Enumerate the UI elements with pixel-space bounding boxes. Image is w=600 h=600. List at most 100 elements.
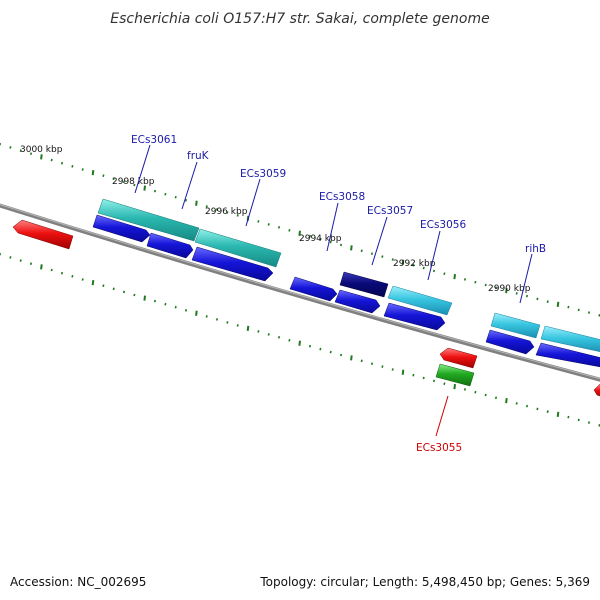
minor-tick [567, 305, 570, 309]
blue-cds[interactable] [146, 232, 194, 259]
minor-tick [29, 262, 33, 266]
gene-label-ecs3057[interactable]: ECs3057 [367, 205, 413, 217]
major-tick [143, 185, 146, 191]
navy-cds[interactable] [339, 271, 389, 298]
gene-label-fruk[interactable]: fruK [187, 150, 210, 162]
minor-tick [370, 362, 374, 366]
blue-cds[interactable] [289, 276, 338, 302]
gene-label-rihb[interactable]: rihB [525, 243, 546, 255]
minor-tick [164, 192, 167, 196]
tick-label: 2990 kbp [488, 284, 531, 294]
minor-tick [133, 183, 136, 187]
minor-tick [474, 390, 477, 394]
minor-tick [443, 272, 446, 276]
genome-backbone [0, 203, 600, 382]
minor-tick [463, 278, 467, 281]
gene-label-ecs3056[interactable]: ECs3056 [420, 219, 466, 231]
gene-label-ecs3055[interactable]: ECs3055 [416, 442, 462, 454]
major-tick [298, 340, 301, 346]
minor-tick [525, 404, 529, 408]
cyan-feature[interactable] [490, 312, 541, 339]
red-feature[interactable] [12, 219, 74, 250]
minor-tick [587, 421, 591, 424]
minor-tick [60, 161, 64, 165]
gene-label-ecs3061[interactable]: ECs3061 [131, 134, 177, 146]
minor-tick [546, 300, 549, 304]
major-tick [40, 264, 43, 270]
blue-cds[interactable] [535, 342, 600, 368]
minor-tick [567, 415, 570, 419]
minor-tick [391, 258, 394, 261]
minor-tick [226, 211, 229, 214]
minor-tick [122, 180, 126, 184]
minor-tick [257, 220, 260, 223]
minor-tick [308, 234, 312, 238]
accession-label: Accession: NC_002695 [10, 575, 146, 589]
blue-cds[interactable] [334, 289, 381, 314]
green-feature[interactable] [435, 363, 475, 387]
major-tick [40, 154, 43, 160]
minor-tick [432, 269, 436, 273]
minor-tick [133, 293, 136, 297]
minor-tick [19, 149, 22, 152]
tick-label: 2996 kbp [205, 207, 248, 217]
minor-tick [153, 299, 157, 303]
minor-tick [391, 368, 394, 371]
tick-label: 2994 kbp [299, 234, 342, 244]
blue-cds[interactable] [92, 214, 151, 243]
cyan-feature[interactable] [387, 285, 453, 316]
teal-feature[interactable] [194, 228, 282, 268]
major-tick [505, 287, 508, 294]
minor-tick [71, 274, 74, 278]
teal-feature[interactable] [97, 198, 200, 242]
gene-label-ecs3058[interactable]: ECs3058 [319, 191, 365, 203]
red-feature[interactable] [439, 347, 478, 369]
major-tick [298, 230, 301, 236]
feature-row-outer [97, 198, 600, 353]
major-tick [91, 279, 95, 286]
minor-tick [50, 158, 53, 162]
minor-tick [60, 271, 64, 275]
minor-tick [319, 237, 322, 241]
minor-tick [360, 359, 363, 363]
minor-tick [381, 365, 384, 368]
cyan-feature[interactable] [540, 325, 600, 353]
minor-tick [494, 396, 498, 400]
minor-tick [267, 333, 270, 336]
minor-tick [587, 311, 591, 314]
genome-summary: Topology: circular; Length: 5,498,450 bp… [259, 575, 590, 589]
major-tick [401, 259, 405, 265]
gene-label-ecs3059[interactable]: ECs3059 [240, 168, 286, 180]
blue-cds[interactable] [485, 329, 535, 355]
major-tick [195, 200, 198, 206]
minor-tick [267, 223, 270, 226]
minor-tick [9, 256, 12, 259]
minor-tick [102, 284, 105, 288]
minor-tick [422, 266, 425, 270]
minor-tick [153, 189, 157, 193]
minor-tick [339, 353, 343, 357]
minor-tick [236, 214, 239, 217]
minor-tick [277, 335, 281, 339]
minor-tick [174, 305, 177, 309]
red-feature[interactable] [593, 383, 600, 398]
minor-tick [577, 418, 580, 422]
major-tick [401, 369, 405, 375]
major-tick [91, 169, 95, 176]
minor-tick [494, 286, 498, 290]
minor-tick [236, 324, 239, 327]
minor-tick [329, 240, 332, 244]
minor-tick [515, 402, 518, 405]
major-tick [453, 383, 456, 390]
tick-labels: 3000 kbp 2998 kbp 2996 kbp 2994 kbp 2992… [20, 145, 531, 294]
blue-cds[interactable] [383, 302, 446, 331]
major-tick [556, 411, 560, 418]
blue-cds[interactable] [191, 246, 274, 282]
minor-tick [112, 287, 115, 291]
minor-tick [288, 338, 291, 342]
minor-tick [463, 388, 467, 391]
minor-tick [546, 410, 549, 414]
minor-tick [226, 321, 229, 324]
minor-tick [164, 302, 167, 306]
gene-labels: ECs3061 fruK ECs3059 ECs3058 ECs3057 ECs… [131, 134, 546, 454]
